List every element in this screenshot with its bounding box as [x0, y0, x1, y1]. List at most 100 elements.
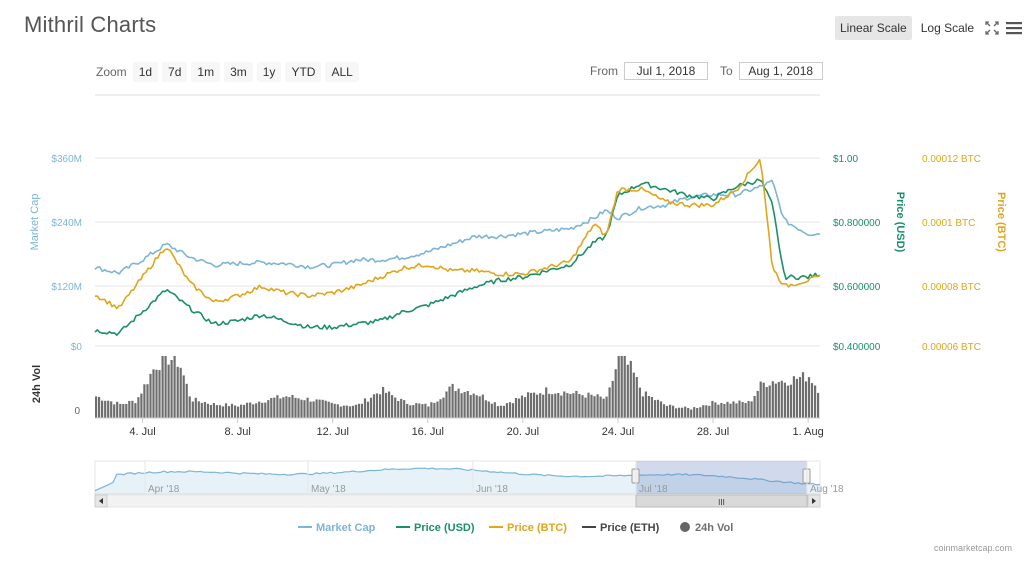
volume-bar	[357, 403, 360, 418]
legend-market-cap[interactable]: Market Cap	[298, 522, 376, 534]
volume-bar	[723, 404, 726, 418]
volume-bar	[741, 402, 744, 418]
volume-bar	[768, 385, 771, 418]
scrollbar-thumb[interactable]	[635, 494, 808, 508]
volume-bar	[817, 392, 820, 418]
volume-bar	[342, 405, 345, 418]
volume-bar	[433, 402, 436, 418]
volume-bar	[626, 364, 629, 418]
legend-label: Market Cap	[316, 522, 376, 534]
btc-tick: 0.00006 BTC	[922, 342, 981, 353]
volume-bar	[197, 401, 200, 418]
volume-bar	[617, 356, 620, 418]
zoom-1m-button[interactable]: 1m	[191, 62, 221, 82]
volume-bar	[702, 405, 705, 418]
volume-bar	[155, 369, 158, 418]
zoom-1y-button[interactable]: 1y	[256, 62, 282, 82]
volume-bar	[762, 382, 765, 418]
navigator-selection[interactable]	[636, 461, 807, 494]
zoom-7d-button[interactable]: 7d	[162, 62, 188, 82]
volume-bar	[273, 397, 276, 418]
legend-24h-vol[interactable]: 24h Vol	[680, 522, 733, 534]
zoom-all-button[interactable]: ALL	[325, 62, 359, 82]
scrollbar-grip: III	[718, 498, 725, 507]
volume-bar	[490, 403, 493, 418]
zoom-1d-button[interactable]: 1d	[132, 62, 159, 82]
market-cap-line[interactable]	[94, 179, 821, 275]
volume-bar	[315, 399, 318, 418]
volume-bar	[152, 369, 155, 418]
navigator-frame	[94, 460, 821, 495]
volume-bar	[551, 394, 554, 418]
volume-bar	[807, 377, 811, 418]
volume-bar	[699, 407, 702, 418]
navigator[interactable]: Apr '18 May '18 Jun '18 Jul '18 Aug '18 III	[94, 460, 844, 508]
volume-bar	[409, 405, 412, 418]
volume-bar	[194, 397, 197, 418]
linear-scale-button[interactable]: Linear Scale	[835, 16, 912, 40]
volume-bar	[632, 372, 635, 418]
volume-bar	[596, 394, 599, 418]
volume-bar	[391, 395, 394, 418]
volume-bar	[445, 391, 448, 418]
volume-bar	[672, 405, 675, 418]
to-label: To	[720, 64, 733, 78]
volume-bar	[511, 403, 515, 418]
volume-bar	[397, 401, 400, 418]
volume-bar	[282, 397, 285, 418]
legend-price-eth[interactable]: Price (ETH)	[582, 522, 660, 534]
volume-bar	[635, 377, 638, 418]
volume-bar	[708, 405, 711, 418]
volume-bar	[294, 397, 297, 418]
volume-bar	[804, 381, 808, 418]
volume-bar	[424, 403, 427, 418]
volume-bar	[267, 400, 270, 418]
volume-bar	[693, 407, 696, 418]
volume-bar	[520, 395, 524, 418]
volume-bar	[566, 393, 569, 418]
volume-bar	[116, 401, 119, 418]
legend-price-btc[interactable]: Price (BTC)	[489, 522, 567, 534]
x-axis-ticks: 4. Jul 8. Jul 12. Jul 16. Jul 20. Jul 24. Jul…	[129, 418, 824, 438]
price-btc-line[interactable]	[94, 158, 821, 310]
volume-bar	[557, 393, 560, 418]
volume-bar	[382, 387, 385, 418]
volume-bar	[351, 405, 354, 418]
y-axis-ticks: $0 $120M $240M $360M $0.400000 $0.600000 $0.80…	[51, 154, 981, 417]
volume-bar	[780, 380, 783, 418]
x-tick-label: 24. Jul	[602, 426, 634, 438]
volume-bar	[164, 356, 167, 418]
volume-bar	[345, 405, 348, 418]
legend-marker	[680, 522, 690, 532]
usd-tick: $1.00	[833, 154, 858, 165]
volume-bar	[288, 397, 291, 418]
volume-bar	[496, 406, 499, 418]
zoom-3m-button[interactable]: 3m	[224, 62, 253, 82]
volume-bar	[173, 356, 176, 418]
volume-bar	[400, 398, 403, 418]
volume-bar	[584, 397, 587, 418]
volume-bar	[786, 385, 789, 418]
volume-bar	[545, 387, 548, 418]
price-usd-line[interactable]	[94, 178, 821, 336]
volume-bar	[212, 403, 215, 418]
btc-tick: 0.0001 BTC	[922, 218, 975, 229]
zoom-ytd-button[interactable]: YTD	[285, 62, 322, 82]
volume-bar	[656, 399, 660, 418]
volume-bar	[336, 404, 339, 418]
volume-bar	[134, 403, 137, 418]
hamburger-menu-icon[interactable]	[1005, 19, 1023, 37]
from-date-input[interactable]	[624, 62, 708, 80]
legend-price-usd[interactable]: Price (USD)	[396, 522, 475, 534]
volume-bar	[369, 397, 373, 418]
to-date-input[interactable]	[738, 62, 823, 80]
volume-bar	[185, 383, 188, 418]
volume-bar	[249, 402, 252, 418]
usd-tick: $0.400000	[833, 342, 881, 353]
volume-bar	[765, 387, 768, 418]
volume-bar	[276, 395, 279, 418]
log-scale-button[interactable]: Log Scale	[920, 21, 975, 35]
volume-bar	[587, 392, 590, 418]
fullscreen-icon[interactable]	[983, 19, 1001, 37]
